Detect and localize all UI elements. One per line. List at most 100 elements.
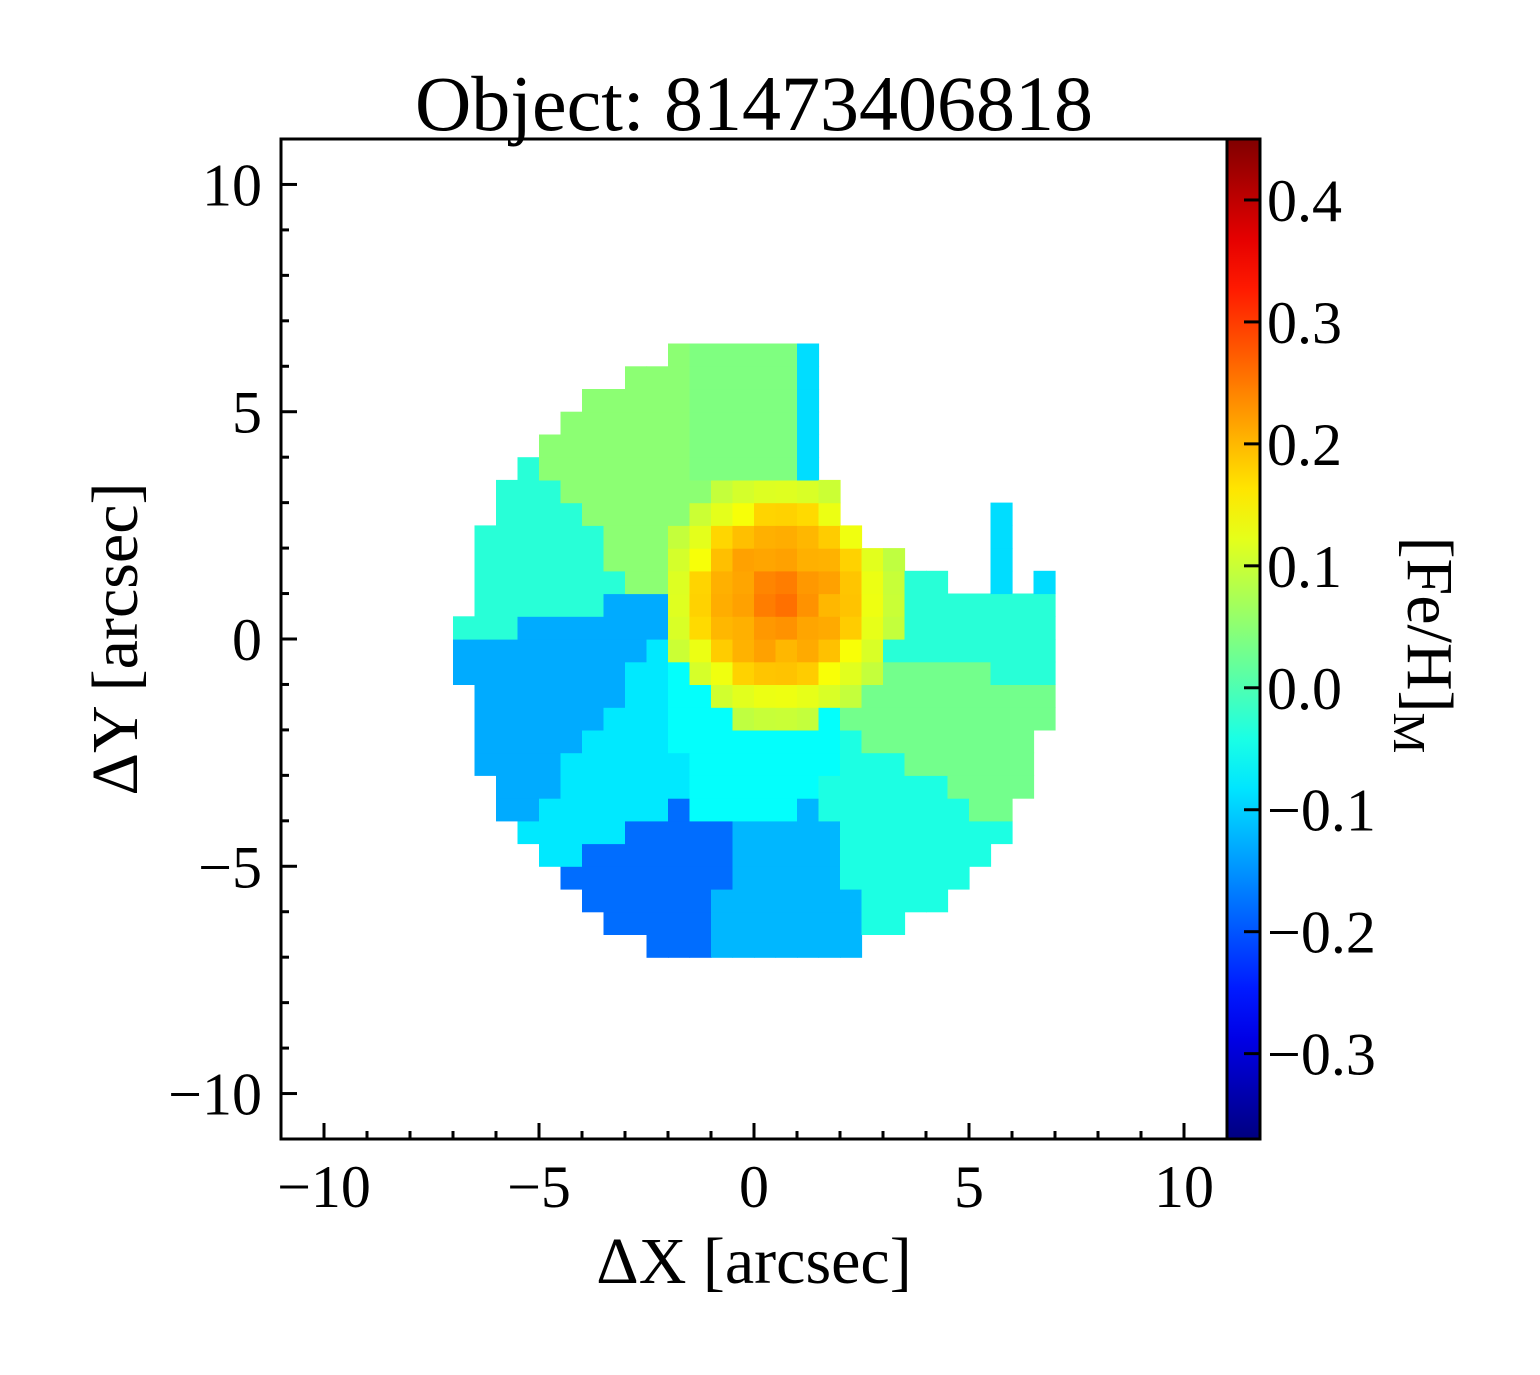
map-cell xyxy=(711,502,734,526)
map-cell xyxy=(625,548,648,572)
map-cell xyxy=(560,434,583,458)
map-cell xyxy=(861,570,884,595)
map-cell xyxy=(926,775,949,799)
map-cell xyxy=(474,548,497,572)
map-cell xyxy=(668,684,691,708)
map-cell xyxy=(990,729,1013,754)
map-cell xyxy=(883,889,906,913)
map-cell xyxy=(474,616,497,640)
map-cell xyxy=(625,889,648,913)
map-cell xyxy=(711,479,734,504)
map-cell xyxy=(990,820,1013,845)
map-cell xyxy=(582,866,605,890)
map-cell xyxy=(754,934,777,958)
map-cell xyxy=(775,525,798,549)
map-cell xyxy=(711,457,734,481)
map-cell xyxy=(947,729,970,754)
map-cell xyxy=(582,661,605,685)
map-cell xyxy=(861,775,884,799)
map-cell xyxy=(1012,593,1035,617)
map-cell xyxy=(754,434,777,458)
map-cell xyxy=(775,684,798,708)
map-cell xyxy=(904,889,927,913)
map-cell xyxy=(646,479,669,504)
map-cell xyxy=(818,548,841,572)
map-cell xyxy=(560,502,583,526)
map-cell xyxy=(883,593,906,617)
map-cell xyxy=(582,411,605,435)
map-cell xyxy=(539,639,562,663)
map-cell xyxy=(926,661,949,685)
map-cell xyxy=(603,775,626,799)
map-cell xyxy=(969,639,992,663)
map-cell xyxy=(969,752,992,776)
map-cell xyxy=(818,798,841,822)
map-cell xyxy=(797,866,820,890)
map-cell xyxy=(840,934,863,958)
map-cell xyxy=(1033,593,1056,617)
map-cell xyxy=(797,457,820,481)
map-cell xyxy=(689,343,712,367)
map-cell xyxy=(1033,684,1056,708)
map-cell xyxy=(560,411,583,435)
colorbar-tick-label: 0.2 xyxy=(1267,412,1342,478)
map-cell xyxy=(990,775,1013,799)
map-cell xyxy=(818,707,841,731)
map-cell xyxy=(990,570,1013,595)
map-cell xyxy=(539,525,562,549)
map-cell xyxy=(797,889,820,913)
chart-title: Object: 81473406818 xyxy=(415,60,1093,147)
map-cell xyxy=(754,798,777,822)
map-cell xyxy=(496,570,519,595)
map-cell xyxy=(775,366,798,390)
map-cell xyxy=(797,843,820,867)
map-cell xyxy=(560,616,583,640)
map-cell xyxy=(625,570,648,595)
map-cell xyxy=(603,639,626,663)
map-cell xyxy=(947,775,970,799)
colorbar-tick-label: 0.3 xyxy=(1267,290,1342,356)
map-cell xyxy=(754,525,777,549)
map-cell xyxy=(711,548,734,572)
map-cell xyxy=(861,866,884,890)
map-cell xyxy=(582,616,605,640)
map-cell xyxy=(517,548,540,572)
colorbar-tick-label: −0.1 xyxy=(1267,778,1376,844)
map-cell xyxy=(689,843,712,867)
map-cell xyxy=(1033,707,1056,731)
map-cell xyxy=(775,570,798,595)
map-cell xyxy=(603,729,626,754)
map-cell xyxy=(861,707,884,731)
map-cell xyxy=(646,752,669,776)
map-cell xyxy=(646,434,669,458)
map-cell xyxy=(689,389,712,413)
map-cell xyxy=(711,434,734,458)
map-cell xyxy=(582,548,605,572)
map-cell xyxy=(732,707,755,731)
map-cell xyxy=(754,707,777,731)
map-cell xyxy=(646,502,669,526)
map-cell xyxy=(711,639,734,663)
map-cell xyxy=(474,729,497,754)
map-cell xyxy=(754,457,777,481)
map-cell xyxy=(625,707,648,731)
map-cell xyxy=(453,639,476,663)
map-cell xyxy=(689,411,712,435)
map-cell xyxy=(517,502,540,526)
map-cell xyxy=(517,525,540,549)
map-cell xyxy=(732,661,755,685)
map-cell xyxy=(453,661,476,685)
map-cell xyxy=(840,843,863,867)
map-cell xyxy=(732,934,755,958)
map-cell xyxy=(689,911,712,935)
map-cell xyxy=(861,843,884,867)
map-cell xyxy=(603,434,626,458)
map-cell xyxy=(883,775,906,799)
map-cell xyxy=(947,707,970,731)
x-tick-label: −10 xyxy=(277,1154,371,1220)
map-cell xyxy=(517,775,540,799)
map-cell xyxy=(990,707,1013,731)
colorbar-tick-label: 0.1 xyxy=(1267,534,1342,600)
map-cell xyxy=(668,570,691,595)
map-cell xyxy=(904,639,927,663)
